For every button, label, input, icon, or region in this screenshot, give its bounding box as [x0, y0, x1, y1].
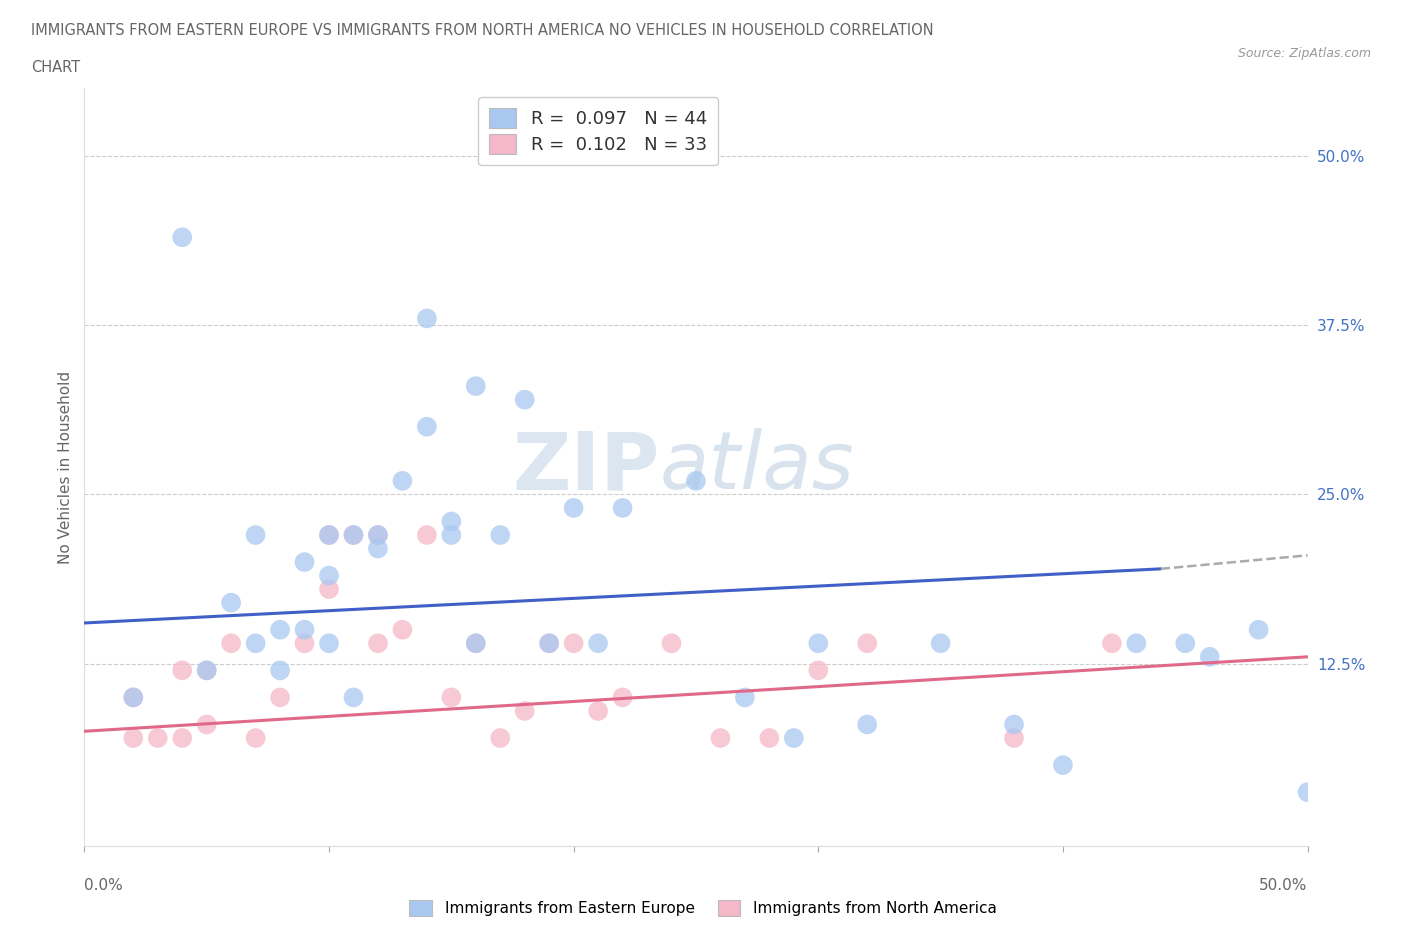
Point [245, 636, 267, 651]
Point [416, 419, 439, 434]
Point [1198, 649, 1220, 664]
Point [294, 636, 316, 651]
Text: Source: ZipAtlas.com: Source: ZipAtlas.com [1237, 46, 1371, 60]
Point [294, 554, 316, 569]
Point [562, 500, 585, 515]
Point [856, 717, 879, 732]
Point [195, 717, 218, 732]
Point [929, 636, 952, 651]
Point [219, 636, 242, 651]
Point [146, 731, 169, 746]
Point [172, 663, 194, 678]
Point [122, 731, 145, 746]
Point [318, 568, 340, 583]
Point [1296, 785, 1319, 800]
Point [1052, 758, 1074, 773]
Point [342, 527, 364, 542]
Point [294, 622, 316, 637]
Point [1247, 622, 1270, 637]
Point [172, 230, 194, 245]
Point [245, 731, 267, 746]
Point [416, 527, 439, 542]
Point [342, 527, 364, 542]
Point [758, 731, 780, 746]
Point [734, 690, 756, 705]
Point [219, 595, 242, 610]
Point [318, 527, 340, 542]
Point [709, 731, 731, 746]
Point [269, 622, 291, 637]
Point [367, 527, 389, 542]
Point [513, 703, 536, 718]
Point [685, 473, 707, 488]
Point [1002, 731, 1025, 746]
Point [783, 731, 806, 746]
Text: IMMIGRANTS FROM EASTERN EUROPE VS IMMIGRANTS FROM NORTH AMERICA NO VEHICLES IN H: IMMIGRANTS FROM EASTERN EUROPE VS IMMIGR… [31, 23, 934, 38]
Point [318, 581, 340, 596]
Legend: Immigrants from Eastern Europe, Immigrants from North America: Immigrants from Eastern Europe, Immigran… [404, 894, 1002, 923]
Point [464, 379, 486, 393]
Point [1125, 636, 1147, 651]
Point [562, 636, 585, 651]
Text: ZIP: ZIP [512, 429, 659, 506]
Point [440, 690, 463, 705]
Point [172, 731, 194, 746]
Point [586, 636, 609, 651]
Text: 0.0%: 0.0% [84, 878, 124, 893]
Point [661, 636, 683, 651]
Text: atlas: atlas [659, 429, 853, 506]
Point [391, 622, 413, 637]
Point [318, 636, 340, 651]
Point [269, 690, 291, 705]
Point [391, 473, 413, 488]
Point [464, 636, 486, 651]
Point [122, 690, 145, 705]
Point [538, 636, 561, 651]
Legend: R =  0.097   N = 44, R =  0.102   N = 33: R = 0.097 N = 44, R = 0.102 N = 33 [478, 98, 718, 166]
Point [1174, 636, 1197, 651]
Point [464, 636, 486, 651]
Point [195, 663, 218, 678]
Point [489, 731, 512, 746]
Point [489, 527, 512, 542]
Point [513, 392, 536, 407]
Point [342, 690, 364, 705]
Point [807, 636, 830, 651]
Text: CHART: CHART [31, 60, 80, 75]
Text: 50.0%: 50.0% [1260, 878, 1308, 893]
Point [367, 541, 389, 556]
Point [195, 663, 218, 678]
Point [269, 663, 291, 678]
Point [367, 636, 389, 651]
Point [856, 636, 879, 651]
Point [440, 514, 463, 529]
Y-axis label: No Vehicles in Household: No Vehicles in Household [58, 371, 73, 564]
Point [538, 636, 561, 651]
Point [367, 527, 389, 542]
Point [416, 311, 439, 325]
Point [807, 663, 830, 678]
Point [122, 690, 145, 705]
Point [1101, 636, 1123, 651]
Point [245, 527, 267, 542]
Point [1002, 717, 1025, 732]
Point [586, 703, 609, 718]
Point [612, 690, 634, 705]
Point [612, 500, 634, 515]
Point [318, 527, 340, 542]
Point [440, 527, 463, 542]
